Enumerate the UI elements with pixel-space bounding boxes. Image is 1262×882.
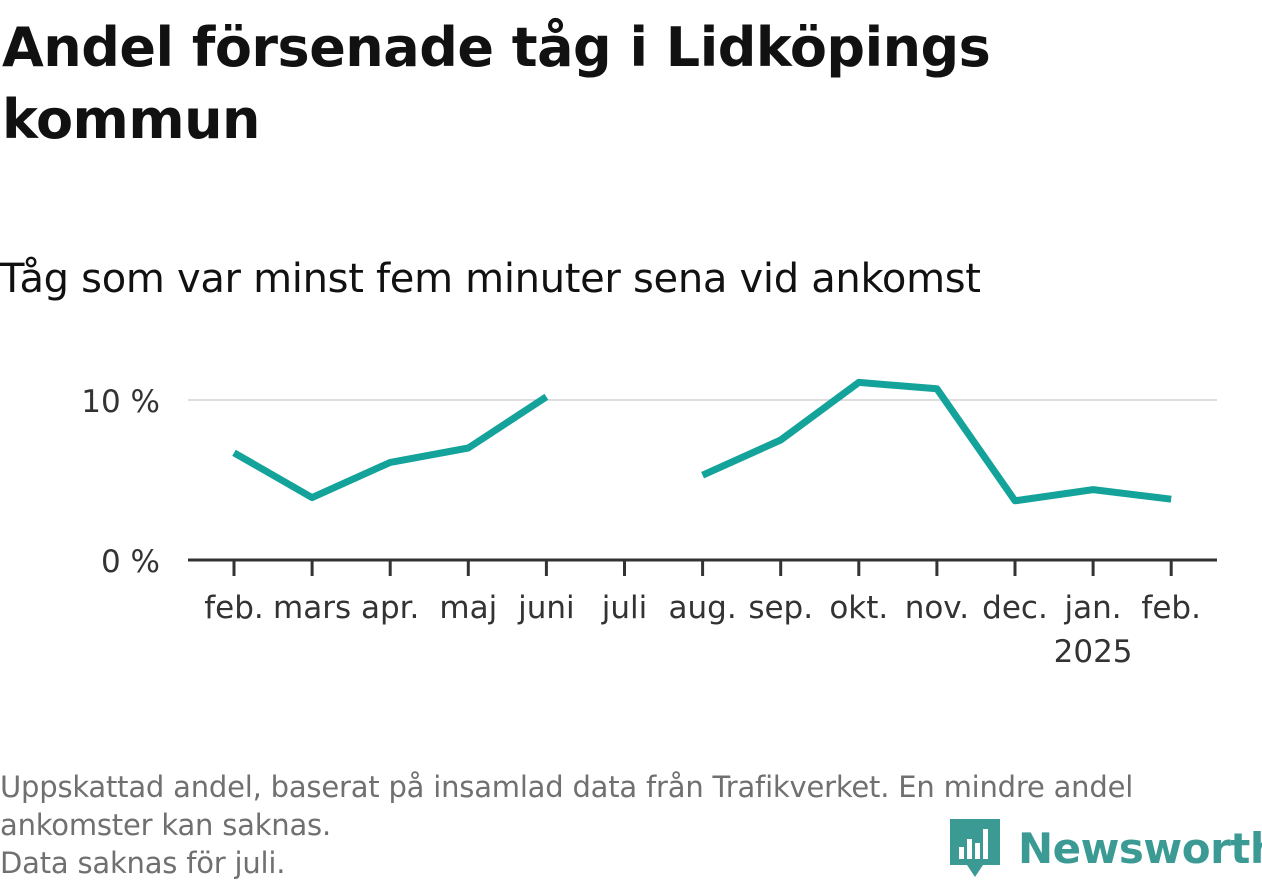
footnote-line: Uppskattad andel, baserat på insamlad da… (0, 770, 1134, 804)
y-tick-label: 0 % (101, 544, 160, 580)
bar-chart-speech-bubble-icon (950, 819, 1000, 877)
line-chart: 0 %10 % feb. mars apr. maj juni juli aug. sep. o… (81, 378, 1217, 670)
series-lines (232, 378, 1172, 505)
x-tick-label: mars (273, 590, 351, 626)
x-tick-label: aug. (669, 590, 737, 626)
chart-title: Andel försenade tåg i Lidköpings kommun (2, 16, 991, 151)
x-tick-label: okt. (829, 590, 888, 626)
x-tick-label: nov. (905, 590, 969, 626)
x-axis (188, 558, 1217, 576)
logo-text: Newsworthy (1018, 824, 1262, 873)
x-tick-label: juli (601, 590, 648, 626)
chart-subtitle: Tåg som var minst fem minuter sena vid a… (0, 256, 981, 302)
footnote-line: Data saknas för juli. (0, 846, 286, 880)
x-year-label: 2025 (1054, 634, 1133, 670)
x-tick-label: dec. (982, 590, 1048, 626)
x-tick-label: feb. (1141, 590, 1201, 626)
footnote-line: ankomster kan saknas. (0, 808, 331, 842)
x-axis-labels: feb. mars apr. maj juni juli aug. sep. okt. nov. d… (204, 590, 1201, 670)
x-tick-label: sep. (748, 590, 813, 626)
y-axis-labels: 0 % 10 % (81, 384, 160, 580)
x-tick-label: jan. (1064, 590, 1122, 626)
x-tick-label: feb. (204, 590, 264, 626)
x-tick-label: juni (517, 590, 575, 626)
x-tick-label: apr. (361, 590, 419, 626)
series-line-segment (701, 378, 1172, 505)
footnote: Uppskattad andel, baserat på insamlad da… (0, 768, 1250, 882)
x-tick-label: maj (439, 590, 497, 626)
y-tick-label: 10 % (81, 384, 160, 420)
series-line-segment (232, 393, 549, 502)
newsworthy-logo: Newsworthy (950, 818, 1262, 880)
